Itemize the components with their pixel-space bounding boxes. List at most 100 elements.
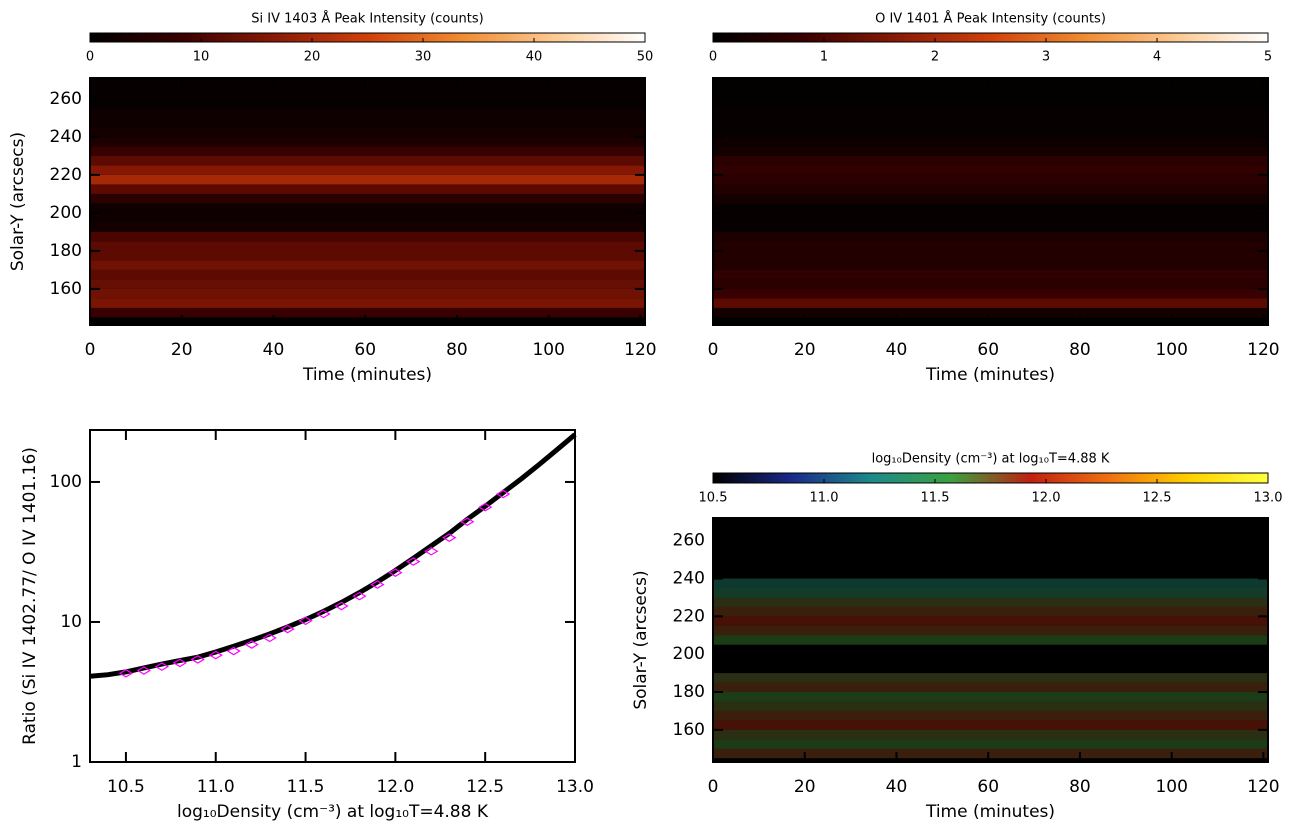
observed-point [334,601,349,611]
heatmap-row [90,241,645,251]
x-tick-label: 0 [85,340,96,360]
colorbar-tick-label: 0 [709,50,717,65]
colorbar-tick-label: 2 [931,50,939,65]
y-tick-label: 260 [673,531,705,551]
heatmap-row [713,193,1268,204]
plot-frame [89,77,646,326]
heatmap-row [90,108,645,118]
x-axis-label: log₁₀Density (cm⁻³) at log₁₀T=4.88 K [177,802,489,822]
heatmap-row [90,193,645,204]
y-tick-label: 240 [50,127,82,147]
observed-point [442,533,457,542]
plot-frame [712,517,1269,763]
heatmap-row [713,288,1268,299]
x-tick-label: 120 [1247,777,1279,797]
heatmap-row [713,231,1268,242]
x-axis-label: Time (minutes) [925,365,1055,385]
heatmap-row [90,146,645,156]
plot-background [713,518,1268,762]
heatmap-row [713,184,1268,194]
heatmap-row [713,250,1268,261]
observed-point [316,609,331,619]
colorbar-tick-label: 5 [1264,50,1272,65]
y-tick-label: 200 [673,644,705,664]
x-tick-label: 0 [708,340,719,360]
colorbar-tick-label: 13.0 [1254,491,1283,506]
plot-background [90,430,575,762]
x-tick-label: 40 [263,340,285,360]
heatmap-row [713,710,1268,721]
heatmap-row [713,174,1268,185]
heatmap-row [90,165,645,175]
heatmap-row [713,165,1268,175]
observed-point [370,580,385,589]
x-tick-label: 13.0 [556,777,594,797]
observed-point [298,616,313,626]
heatmap-row [713,212,1268,223]
heatmap-row [713,729,1268,740]
heatmap-row [713,155,1268,166]
observed-point [262,633,277,643]
heatmap-row [713,673,1268,683]
heatmap-row [713,606,1268,617]
heatmap-row [713,298,1268,308]
x-tick-label: 10.5 [107,777,145,797]
colorbar-tick-label: 12.0 [1032,491,1061,506]
heatmap-row [713,279,1268,289]
heatmap-row [713,625,1268,636]
heatmap-row [713,701,1268,711]
heatmap-row [713,222,1268,232]
observed-point [172,658,187,668]
x-tick-label: 120 [624,340,656,360]
colorbar-tick-label: 10 [193,50,210,65]
observed-point [190,655,205,664]
x-tick-label: 80 [1069,777,1091,797]
heatmap-row [90,231,645,242]
heatmap-row [713,748,1268,759]
heatmap-row [90,279,645,289]
y-tick-label: 10 [60,612,82,632]
y-tick-label: 180 [673,682,705,702]
colorbar-tick-label: 0 [86,50,94,65]
ratio-curve [89,432,577,679]
x-tick-label: 12.0 [376,777,414,797]
heatmap-row [713,241,1268,251]
heatmap-row [90,98,645,109]
colorbar [712,32,1269,43]
heatmap-row [713,587,1268,598]
observed-point [208,650,223,660]
y-axis-label: Ratio (Si IV 1402.77/ O IV 1401.16) [20,447,40,745]
colorbar-tick-label: 3 [1042,50,1050,65]
heatmap-row [713,98,1268,109]
colorbar-title: log₁₀Density (cm⁻³) at log₁₀T=4.88 K [872,452,1110,467]
x-axis-label: Time (minutes) [302,365,432,385]
heatmap-row [713,108,1268,118]
heatmap-row [90,260,645,270]
heatmap-row [90,250,645,261]
heatmap-row [90,307,645,318]
heatmap-row [90,127,645,137]
x-tick-label: 80 [446,340,468,360]
heatmap-row [713,79,1268,90]
x-tick-label: 20 [794,777,816,797]
y-tick-label: 160 [50,279,82,299]
heatmap-row [90,298,645,308]
heatmap-row [713,146,1268,156]
heatmap-row [713,117,1268,128]
y-axis-label: Solar-Y (arcsecs) [8,132,28,271]
x-tick-label: 80 [1069,340,1091,360]
observed-point [460,517,475,527]
x-axis-label: Time (minutes) [925,802,1055,822]
x-tick-label: 0 [708,777,719,797]
x-tick-label: 40 [886,777,908,797]
colorbar-tick-label: 50 [637,50,654,65]
heatmap-row [713,203,1268,213]
colorbar-tick-label: 11.0 [810,491,839,506]
heatmap-row [90,203,645,213]
heatmap-row [713,616,1268,626]
colorbar [712,472,1269,484]
heatmap-row [90,269,645,280]
y-tick-label: 100 [50,472,82,492]
heatmap-row [713,260,1268,270]
